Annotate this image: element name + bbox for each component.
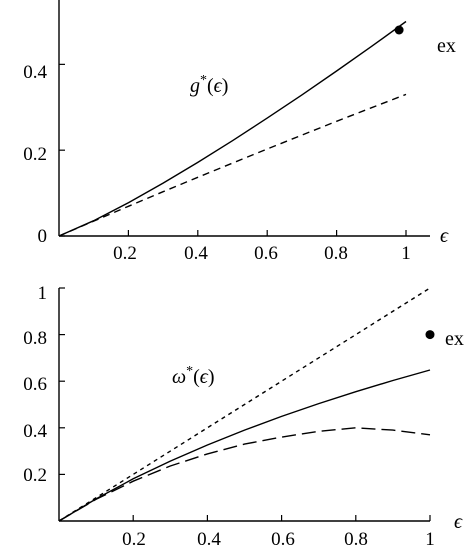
annotation-symbol: g [190, 75, 200, 97]
bottom-series-group [58, 287, 431, 522]
bottom-curve-annotation: ω*(ϵ) [172, 364, 215, 388]
bottom-ticks [59, 287, 431, 521]
bottom-panel: 0.2 0.4 0.6 0.8 1 0.2 0.4 0.6 0.8 1 ϵ ω*… [23, 283, 464, 547]
top-x-tick-label: 1 [401, 243, 411, 264]
bottom-x-tick-label: 1 [425, 529, 435, 547]
bottom-y-tick-label: 0.4 [23, 421, 47, 442]
bottom-y-tick-label: 0.8 [23, 328, 47, 349]
bottom-x-tick-label: 0.4 [197, 529, 221, 547]
bottom-x-tick-label: 0.6 [271, 529, 295, 547]
top-y-tick-label: 0.2 [23, 144, 47, 165]
top-curve-annotation: g*(ϵ) [190, 73, 228, 97]
bottom-ex-point [425, 330, 435, 340]
top-y-tick-label: 0.4 [23, 62, 47, 83]
top-x-tick-label: 0.8 [324, 243, 348, 264]
top-ticks [59, 63, 407, 237]
top-series-solid-line [58, 20, 407, 237]
annotation-close: ) [208, 366, 215, 388]
bottom-x-tick-label: 0.2 [122, 529, 146, 547]
bottom-y-tick-label: 0.6 [23, 374, 47, 395]
top-x-tick-label: 0.6 [254, 243, 278, 264]
top-ex-point [394, 25, 404, 35]
annotation-open: ( [207, 75, 214, 97]
top-panel: 0 0.2 0.4 0.2 0.4 0.6 0.8 1 ϵ g*(ϵ) ex [23, 0, 456, 264]
top-x-axis-label: ϵ [440, 225, 449, 247]
annotation-open: ( [193, 366, 200, 388]
bottom-series-long-dash-line [58, 427, 431, 522]
bottom-x-axis-label: ϵ [454, 511, 463, 533]
annotation-star: * [200, 73, 207, 88]
top-x-tick-label: 0.4 [184, 243, 208, 264]
top-series-dashed-line [58, 93, 407, 237]
bottom-x-tick-label: 0.8 [344, 529, 368, 547]
annotation-star: * [186, 364, 193, 379]
annotation-arg: ϵ [214, 75, 223, 97]
annotation-close: ) [222, 75, 229, 97]
bottom-y-tick-label: 0.2 [23, 465, 47, 486]
bottom-ex-label: ex [445, 328, 464, 350]
top-x-tick-label: 0.2 [113, 243, 137, 264]
bottom-y-tick-label: 1 [38, 283, 48, 304]
top-series-group [58, 20, 407, 237]
annotation-arg: ϵ [200, 366, 209, 388]
annotation-symbol: ω [172, 366, 186, 388]
bottom-series-solid-line [58, 369, 431, 522]
bottom-series-short-dash-line [58, 287, 431, 522]
top-ex-label: ex [437, 35, 456, 57]
top-y-tick-label: 0 [38, 226, 48, 247]
